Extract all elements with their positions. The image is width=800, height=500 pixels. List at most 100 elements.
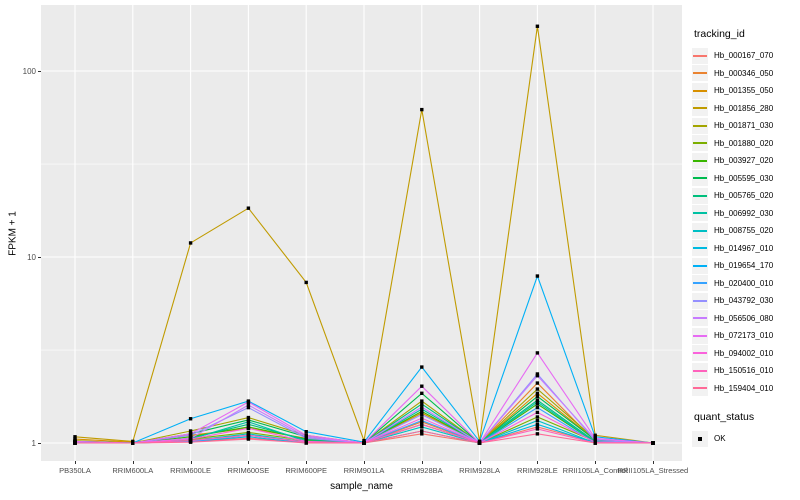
x-tick-label: RRIM600PE xyxy=(285,466,328,475)
legend-label: Hb_094002_010 xyxy=(714,348,774,358)
legend-key-line xyxy=(693,334,707,337)
data-point xyxy=(535,432,540,436)
legend-key-swatch xyxy=(692,100,708,117)
legend-items-tracking-id: Hb_000167_070 Hb_000346_050 Hb_001355_050 H… xyxy=(692,47,798,397)
legend-label: Hb_150516_010 xyxy=(714,366,774,376)
data-point xyxy=(535,24,540,28)
legend-key-swatch xyxy=(692,257,708,274)
legend-row-Hb_001871_030: Hb_001871_030 xyxy=(692,117,798,135)
legend-key-line xyxy=(693,142,707,145)
data-point xyxy=(535,415,540,419)
legend-label: Hb_056506_080 xyxy=(714,313,774,323)
legend-label: Hb_159404_010 xyxy=(714,383,774,393)
legend-row-Hb_150516_010: Hb_150516_010 xyxy=(692,362,798,380)
x-tick-mark xyxy=(190,461,192,464)
data-point xyxy=(420,391,424,396)
legend-key-line xyxy=(693,229,707,232)
data-point xyxy=(420,409,424,414)
y-tick-mark xyxy=(38,443,41,444)
data-point xyxy=(420,107,424,112)
x-tick-mark xyxy=(537,461,539,464)
data-point xyxy=(593,441,597,445)
data-point xyxy=(535,400,540,404)
x-tick-mark xyxy=(364,461,365,464)
legend-label: OK xyxy=(714,434,726,444)
legend-key-swatch xyxy=(692,345,708,362)
data-point xyxy=(304,280,308,285)
data-point xyxy=(535,402,540,406)
data-point xyxy=(188,241,193,245)
legend-title-quant-status: quant_status xyxy=(694,411,755,423)
legend-key-swatch xyxy=(692,430,708,447)
data-point xyxy=(188,432,193,436)
legend-label: Hb_019654_170 xyxy=(714,261,774,271)
x-tick-mark xyxy=(306,461,308,464)
data-point xyxy=(420,425,424,429)
legend-row-Hb_020400_010: Hb_020400_010 xyxy=(692,275,798,293)
x-tick-label: RRII105LA_Stressed xyxy=(617,466,689,475)
data-point xyxy=(535,391,540,396)
legend-key-point xyxy=(698,436,702,441)
x-tick-label: RRII105LA_Control xyxy=(562,466,628,475)
legend-key-swatch xyxy=(692,240,708,257)
data-point xyxy=(246,400,251,404)
legend-row-Hb_001355_050: Hb_001355_050 xyxy=(692,82,798,100)
legend-row-Hb_000346_050: Hb_000346_050 xyxy=(692,65,798,83)
x-tick-label: RRIM600SE xyxy=(227,466,270,475)
legend-key-line xyxy=(693,369,707,372)
data-point xyxy=(188,417,193,421)
legend-label: Hb_001355_050 xyxy=(714,86,774,96)
x-tick-label: RRIM600LA xyxy=(112,466,154,475)
legend-label: Hb_001871_030 xyxy=(714,121,774,131)
data-point xyxy=(535,422,540,427)
legend-label: Hb_001856_280 xyxy=(714,103,774,113)
data-point xyxy=(246,405,251,410)
legend-label: Hb_000167_070 xyxy=(714,51,774,61)
legend-key-line xyxy=(693,194,707,197)
legend-key-line xyxy=(693,89,707,92)
data-point xyxy=(420,422,424,427)
x-axis-title: sample_name xyxy=(330,481,393,492)
data-point xyxy=(535,381,540,385)
legend-label: Hb_000346_050 xyxy=(714,68,774,78)
x-tick-mark xyxy=(653,461,654,464)
data-point xyxy=(246,437,251,441)
legend-key-swatch xyxy=(692,65,708,82)
legend-key-line xyxy=(693,124,707,127)
legend-label: Hb_005595_030 xyxy=(714,173,774,183)
legend-label: Hb_001880_020 xyxy=(714,138,774,148)
legend-key-line xyxy=(693,54,707,57)
legend-label: Hb_008755_020 xyxy=(714,226,774,236)
data-point xyxy=(420,405,424,409)
data-point xyxy=(304,433,308,438)
legend-key-swatch xyxy=(692,275,708,292)
legend-key-swatch xyxy=(692,117,708,134)
legend-key-swatch xyxy=(692,222,708,239)
legend-row-Hb_043792_030: Hb_043792_030 xyxy=(692,292,798,310)
legend-key-swatch xyxy=(692,135,708,152)
legend-key-swatch xyxy=(692,327,708,344)
legend-key-swatch xyxy=(692,310,708,327)
legend-key-swatch xyxy=(692,187,708,204)
data-point xyxy=(420,412,424,417)
data-point xyxy=(420,365,424,369)
data-point xyxy=(535,394,540,399)
chart-svg xyxy=(41,5,682,461)
data-point xyxy=(535,398,540,402)
legend-label: Hb_005765_020 xyxy=(714,191,774,201)
legend-label: Hb_020400_010 xyxy=(714,278,774,288)
x-tick-mark xyxy=(75,461,76,464)
data-point xyxy=(73,441,77,445)
y-tick-mark xyxy=(38,71,41,72)
y-tick-mark xyxy=(38,257,41,258)
x-tick-label: RRIM928BA xyxy=(400,466,443,475)
legend-row-Hb_056506_080: Hb_056506_080 xyxy=(692,310,798,328)
legend-key-line xyxy=(693,387,707,390)
legend-row-Hb_008755_020: Hb_008755_020 xyxy=(692,222,798,240)
data-point xyxy=(246,426,251,430)
legend-label: Hb_003927_020 xyxy=(714,156,774,166)
legend-row-Hb_159404_010: Hb_159404_010 xyxy=(692,380,798,398)
data-point xyxy=(420,429,424,433)
legend-key-line xyxy=(693,317,707,320)
